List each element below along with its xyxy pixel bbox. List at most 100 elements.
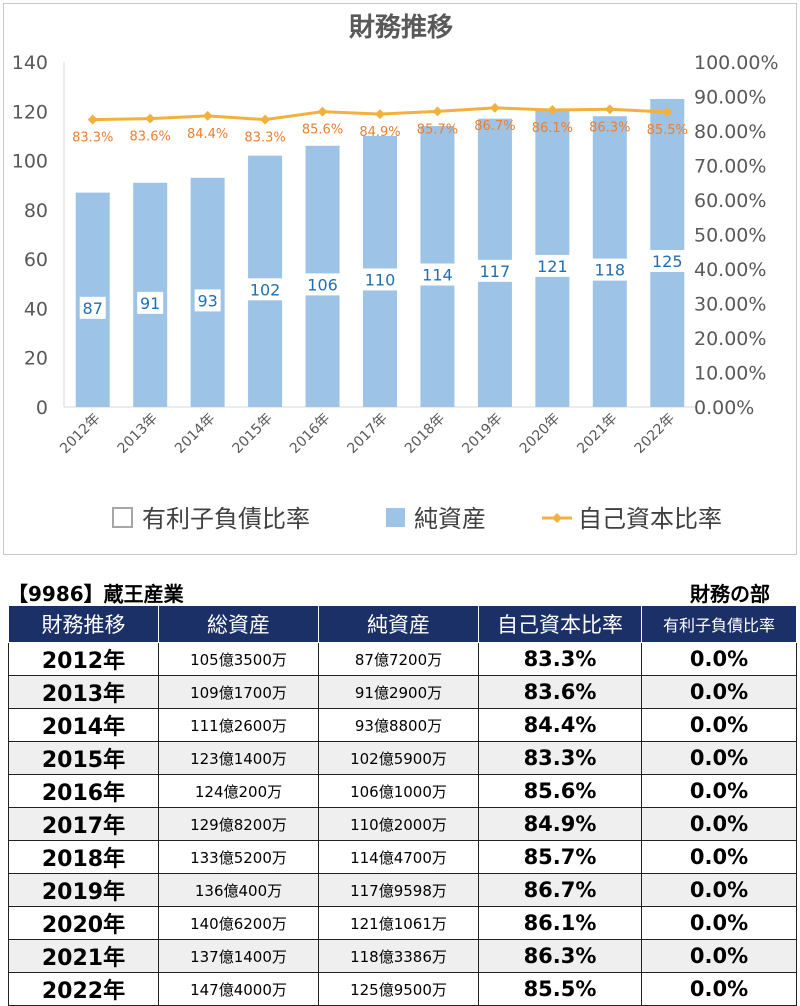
bar-label-bg: [534, 254, 571, 277]
equity-ratio-point: [662, 107, 673, 117]
table-cell: 2018年: [8, 840, 159, 874]
line-data-label: 83.6%: [130, 130, 171, 145]
bar-data-label: 93: [197, 291, 217, 310]
table-cell: 0.0%: [641, 675, 797, 709]
table-cell: 137億1400万: [158, 939, 319, 973]
table-row: 2013年 109億1700万 91億2900万 83.6% 0.0%: [8, 675, 797, 709]
table-cell: 121億1061万: [318, 906, 479, 940]
equity-ratio-point: [489, 102, 500, 113]
equity-ratio-point: [547, 105, 558, 115]
table-cell: 110億2000万: [318, 807, 479, 841]
header-debt-ratio: 有利子負債比率: [641, 605, 797, 643]
bar-data-label: 125: [652, 252, 683, 271]
y-right-tick-label: 100.00%: [694, 52, 779, 74]
header-equity-ratio: 自己資本比率: [478, 605, 642, 643]
table-row: 2017年 129億8200万 110億2000万 84.9% 0.0%: [8, 807, 797, 841]
bar-data-label: 110: [365, 270, 396, 289]
x-tick-label: 2017年: [344, 411, 390, 457]
x-tick-label: 2014年: [172, 411, 218, 457]
table-cell: 83.6%: [478, 675, 642, 709]
table-cell: 85.7%: [478, 840, 642, 874]
chart-title: 財務推移: [349, 13, 453, 43]
table-cell: 2020年: [8, 906, 159, 940]
x-tick-label: 2012年: [57, 411, 103, 457]
y-right-tick-label: 50.00%: [694, 225, 766, 247]
header-year: 財務推移: [8, 605, 159, 643]
x-tick-label: 2015年: [230, 411, 276, 457]
finance-table: 財務推移 総資産 純資産 自己資本比率 有利子負債比率 2012年 105億350…: [8, 605, 797, 1006]
table-row: 2018年 133億5200万 114億4700万 85.7% 0.0%: [8, 840, 797, 874]
equity-ratio-point: [604, 104, 615, 115]
legend-equity-ratio-marker: [552, 513, 562, 523]
line-data-label: 86.1%: [532, 121, 573, 136]
table-cell: 2022年: [8, 972, 159, 1006]
bar-data-label: 87: [83, 299, 103, 318]
x-tick-label: 2020年: [517, 411, 563, 457]
bar-label-bg: [476, 259, 513, 282]
table-cell: 0.0%: [641, 906, 797, 940]
y-right-tick-label: 80.00%: [694, 121, 766, 143]
table-row: 2021年 137億1400万 118億3386万 86.3% 0.0%: [8, 939, 797, 973]
bar-label-bg: [362, 268, 398, 291]
table-cell: 0.0%: [641, 774, 797, 808]
bar-data-label: 91: [140, 294, 160, 313]
line-data-label: 86.7%: [474, 119, 515, 134]
equity-ratio-point: [375, 109, 385, 120]
table-cell: 140億6200万: [158, 906, 319, 940]
x-tick-label: 2022年: [632, 411, 678, 457]
equity-ratio-point: [317, 106, 328, 117]
table-cell: 85.5%: [478, 972, 642, 1006]
table-cell: 0.0%: [641, 708, 797, 742]
table-row: 2019年 136億400万 117億9598万 86.7% 0.0%: [8, 873, 797, 907]
table-cell: 2016年: [8, 774, 159, 808]
bar-data-label: 118: [595, 261, 626, 280]
y-right-tick-label: 40.00%: [694, 259, 766, 281]
table-cell: 0.0%: [641, 972, 797, 1006]
section-title: 財務の部: [690, 582, 770, 606]
table-cell: 109億1700万: [158, 675, 319, 709]
x-tick-label: 2013年: [115, 411, 161, 457]
y-left-tick-label: 100: [12, 151, 48, 173]
table-cell: 136億400万: [158, 873, 319, 907]
x-tick-label: 2021年: [574, 411, 620, 457]
y-left-tick-label: 140: [12, 52, 48, 74]
table-cell: 0.0%: [641, 873, 797, 907]
header-total-assets: 総資産: [158, 605, 319, 643]
bar-label-bg: [649, 249, 686, 272]
table-cell: 86.1%: [478, 906, 642, 940]
table-row: 2015年 123億1400万 102億5900万 83.3% 0.0%: [8, 741, 797, 775]
table-cell: 114億4700万: [318, 840, 479, 874]
table-cell: 0.0%: [641, 840, 797, 874]
y-left-tick-label: 40: [24, 298, 48, 320]
table-cell: 106億1000万: [318, 774, 479, 808]
table-cell: 2019年: [8, 873, 159, 907]
bar-data-label: 106: [307, 275, 338, 294]
table-cell: 105億3500万: [158, 642, 319, 676]
table-cell: 0.0%: [641, 642, 797, 676]
table-row: 2012年 105億3500万 87億7200万 83.3% 0.0%: [8, 642, 797, 676]
y-right-tick-label: 20.00%: [694, 328, 766, 350]
table-cell: 102億5900万: [318, 741, 479, 775]
bar-label-bg: [247, 278, 284, 301]
table-cell: 2021年: [8, 939, 159, 973]
y-right-tick-label: 90.00%: [694, 87, 766, 109]
table-cell: 0.0%: [641, 807, 797, 841]
table-row: 2020年 140億6200万 121億1061万 86.1% 0.0%: [8, 906, 797, 940]
y-right-tick-label: 60.00%: [694, 190, 766, 212]
table-cell: 86.3%: [478, 939, 642, 973]
table-cell: 85.6%: [478, 774, 642, 808]
table-cell: 111億2600万: [158, 708, 319, 742]
bar-data-label: 102: [250, 280, 281, 299]
chart-frame: 財務推移 0 20 40 60 80 100 120 140 0.00% 10.00% 20.00% 3…: [3, 3, 797, 555]
table-header-row: 財務推移 総資産 純資産 自己資本比率 有利子負債比率: [8, 605, 797, 643]
table-cell: 84.9%: [478, 807, 642, 841]
x-tick-label: 2019年: [459, 411, 505, 457]
line-data-label: 84.4%: [187, 127, 228, 142]
legend-debt-ratio-swatch: [112, 507, 133, 528]
bar-label-bg: [137, 291, 164, 314]
table-cell: 123億1400万: [158, 741, 319, 775]
line-data-label: 85.5%: [647, 123, 688, 138]
table-cell: 133億5200万: [158, 840, 319, 874]
line-data-label: 85.6%: [302, 123, 343, 138]
bar-label-bg: [79, 296, 106, 319]
